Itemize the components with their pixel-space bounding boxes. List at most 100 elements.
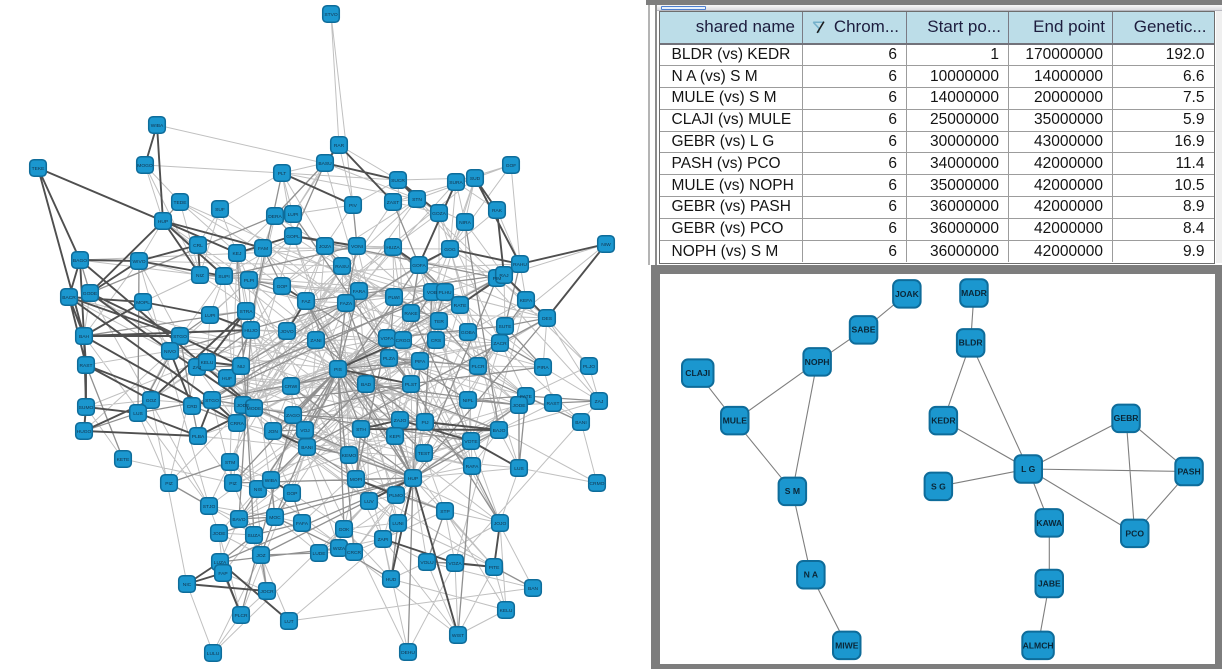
svg-text:TEKE: TEKE [32, 166, 46, 172]
svg-text:LUS: LUS [133, 411, 143, 417]
svg-text:MOC: MOC [269, 515, 281, 521]
svg-text:SUCR: SUCR [391, 178, 405, 184]
svg-text:BAJO: BAJO [493, 428, 506, 434]
svg-text:JON: JON [268, 429, 278, 435]
svg-text:KEFA: KEFA [520, 298, 533, 304]
svg-text:GOK: GOK [339, 527, 351, 533]
svg-text:MIWE: MIWE [835, 640, 859, 650]
svg-text:NIS: NIS [254, 487, 263, 493]
svg-text:STH: STH [356, 427, 366, 433]
svg-text:SUMO: SUMO [79, 405, 94, 411]
svg-text:TEDE: TEDE [173, 200, 187, 206]
svg-text:BACR: BACR [62, 295, 76, 301]
svg-text:PLHU: PLHU [438, 290, 452, 296]
svg-text:KELU: KELU [500, 608, 513, 614]
svg-text:FAP: FAP [218, 571, 227, 577]
svg-text:PLPI: PLPI [244, 278, 255, 284]
svg-text:KELU: KELU [201, 360, 214, 366]
svg-text:HUD: HUD [386, 577, 397, 583]
svg-text:VOTE: VOTE [464, 439, 478, 445]
svg-text:STVO: STVO [324, 12, 338, 18]
svg-text:GOP: GOP [287, 491, 298, 497]
svg-text:JABE: JABE [1038, 578, 1061, 588]
svg-text:SUZA: SUZA [247, 533, 261, 539]
svg-text:HUGO: HUGO [77, 429, 92, 435]
svg-text:NIC: NIC [183, 582, 192, 588]
svg-text:RAST: RAST [546, 401, 559, 407]
svg-text:CRWI: CRWI [285, 384, 298, 390]
svg-text:CRCR: CRCR [347, 550, 362, 556]
svg-text:FATE: FATE [520, 394, 533, 400]
svg-text:DERA: DERA [268, 214, 282, 220]
svg-text:VOJ: VOJ [300, 428, 310, 434]
svg-text:LUPI: LUPI [288, 212, 299, 218]
svg-text:SURA: SURA [449, 180, 463, 186]
svg-text:LULU: LULU [207, 651, 220, 657]
svg-text:GODE: GODE [83, 291, 98, 297]
svg-text:DEHU: DEHU [401, 650, 415, 656]
svg-text:BASU: BASU [318, 161, 332, 167]
svg-text:FAFA: FAFA [296, 521, 309, 527]
svg-text:CRL: CRL [193, 243, 203, 249]
svg-text:WIBA: WIBA [265, 478, 278, 484]
svg-text:STM: STM [225, 460, 235, 466]
svg-text:CRS: CRS [431, 338, 442, 344]
svg-text:JOZA: JOZA [319, 244, 332, 250]
svg-text:BANI: BANI [575, 420, 586, 426]
svg-text:NIZ: NIZ [196, 273, 204, 279]
svg-text:VONI: VONI [351, 244, 363, 250]
svg-text:KEMO: KEMO [342, 453, 357, 459]
svg-text:PLCR: PLCR [471, 364, 485, 370]
svg-text:ZAJ: ZAJ [193, 365, 202, 371]
svg-text:RAKE: RAKE [404, 311, 418, 317]
svg-text:RASU: RASU [335, 264, 349, 270]
svg-text:HUZA: HUZA [386, 245, 400, 251]
svg-text:NIVO: NIVO [164, 349, 176, 355]
svg-text:GOBA: GOBA [461, 330, 476, 336]
svg-text:MOPI: MOPI [350, 477, 363, 483]
svg-text:BAH: BAH [79, 334, 90, 340]
svg-text:LUZA: LUZA [214, 560, 227, 566]
svg-text:PCO: PCO [1125, 528, 1144, 538]
svg-text:PIZ: PIZ [229, 481, 237, 487]
svg-text:CRGO: CRGO [396, 338, 411, 344]
svg-text:GEBR: GEBR [1114, 413, 1140, 423]
svg-text:SUF: SUF [215, 207, 225, 213]
svg-text:CRMO: CRMO [590, 481, 605, 487]
svg-text:PLCR: PLCR [234, 613, 248, 619]
svg-text:PIFA: PIFA [415, 359, 426, 365]
svg-text:PLBA: PLBA [192, 434, 205, 440]
svg-text:VOFA: VOFA [380, 336, 394, 342]
svg-text:PIM: PIM [493, 276, 502, 282]
svg-text:DES: DES [542, 316, 553, 322]
svg-text:NIJ: NIJ [237, 364, 245, 370]
svg-text:TER: TER [434, 319, 444, 325]
svg-text:PLT: PLT [278, 171, 287, 177]
svg-text:SUTE: SUTE [498, 324, 512, 330]
svg-text:WIST: WIST [452, 633, 464, 639]
svg-text:LUV: LUV [364, 499, 374, 505]
svg-text:GOFA: GOFA [412, 263, 426, 269]
svg-text:RATE: RATE [454, 303, 467, 309]
svg-text:JOJO: JOJO [494, 521, 507, 527]
svg-text:MOPL: MOPL [136, 300, 150, 306]
svg-text:STGO: STGO [205, 398, 219, 404]
svg-text:FAZ: FAZ [302, 299, 311, 305]
svg-text:KEPI: KEPI [389, 434, 400, 440]
svg-text:ZANI: ZANI [310, 338, 321, 344]
svg-text:KEJ: KEJ [233, 251, 243, 257]
svg-text:RAFA: RAFA [466, 464, 480, 470]
svg-text:PIZ: PIZ [165, 481, 173, 487]
svg-text:VOZA: VOZA [448, 561, 462, 567]
svg-text:MOGO: MOGO [137, 163, 153, 169]
svg-text:HUF: HUF [222, 376, 232, 382]
svg-text:L G: L G [1021, 463, 1035, 473]
svg-text:VOLU: VOLU [420, 560, 434, 566]
svg-text:BAGO: BAGO [73, 258, 87, 264]
svg-text:CRD: CRD [187, 404, 198, 410]
svg-text:BAVO: BAVO [232, 517, 245, 523]
svg-text:WIZA: WIZA [333, 546, 346, 552]
svg-text:GOZ: GOZ [146, 398, 157, 404]
svg-text:SABE: SABE [852, 324, 876, 334]
svg-text:PLMO: PLMO [389, 493, 403, 499]
